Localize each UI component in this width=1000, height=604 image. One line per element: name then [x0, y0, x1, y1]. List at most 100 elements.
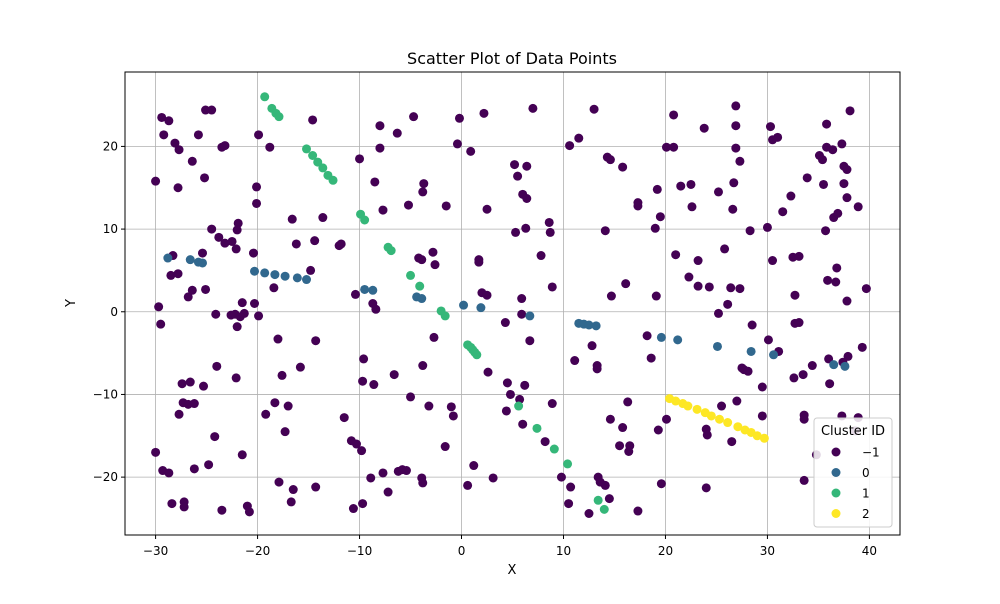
data-point — [604, 494, 614, 504]
data-point — [371, 304, 381, 314]
data-point — [237, 450, 247, 460]
data-point — [584, 509, 594, 519]
data-point — [706, 411, 716, 421]
data-point — [286, 497, 296, 507]
data-point — [540, 437, 550, 447]
data-point — [254, 130, 264, 140]
data-point — [292, 273, 302, 283]
data-point — [406, 392, 416, 402]
data-point — [821, 226, 831, 236]
data-point — [743, 366, 753, 376]
data-point — [348, 504, 358, 514]
data-point — [185, 377, 195, 387]
data-point — [154, 302, 164, 312]
data-point — [745, 226, 755, 236]
data-point — [328, 175, 338, 185]
data-point — [428, 247, 438, 257]
data-point — [669, 142, 679, 152]
data-point — [207, 105, 217, 115]
data-point — [723, 299, 733, 309]
data-point — [482, 290, 492, 300]
data-point — [358, 499, 368, 509]
data-point — [789, 373, 799, 383]
data-point — [501, 406, 511, 416]
data-point — [185, 255, 195, 265]
data-point — [828, 145, 838, 155]
data-point — [311, 336, 321, 346]
data-point — [231, 373, 241, 383]
data-point — [187, 285, 197, 295]
data-point — [177, 379, 187, 389]
data-point — [517, 294, 527, 304]
data-point — [653, 425, 663, 435]
data-point — [857, 342, 867, 352]
data-point — [713, 308, 723, 318]
data-point — [269, 283, 279, 293]
data-point — [295, 362, 305, 372]
legend: Cluster ID −1 0 1 2 — [813, 417, 893, 528]
data-point — [673, 335, 683, 345]
data-point — [403, 200, 413, 210]
data-point — [174, 145, 184, 155]
data-point — [768, 256, 778, 266]
data-point — [318, 163, 328, 173]
data-point — [727, 437, 737, 447]
data-point — [669, 110, 679, 120]
data-point — [592, 364, 602, 374]
x-tick-label: −20 — [245, 544, 270, 558]
data-point — [189, 464, 199, 474]
data-point — [693, 281, 703, 291]
data-point — [459, 300, 469, 310]
data-point — [401, 466, 411, 476]
data-point — [454, 113, 464, 123]
data-point — [261, 409, 271, 419]
data-point — [214, 232, 224, 242]
data-point — [684, 272, 694, 282]
data-point — [220, 238, 230, 248]
data-point — [265, 142, 275, 152]
data-point — [798, 370, 808, 380]
x-tick-label: 10 — [556, 544, 571, 558]
data-point — [440, 311, 450, 321]
data-point — [522, 193, 532, 203]
series-cluster-1 — [163, 253, 850, 371]
data-point — [505, 389, 515, 399]
data-point — [676, 181, 686, 191]
data-point — [762, 222, 772, 232]
y-tick-label: −10 — [93, 387, 118, 401]
data-point — [173, 269, 183, 279]
data-point — [565, 141, 575, 151]
data-point — [746, 346, 756, 356]
data-point — [807, 361, 817, 371]
data-point — [378, 468, 388, 478]
data-point — [528, 103, 538, 113]
data-point — [448, 411, 458, 421]
y-tick-label: 20 — [103, 139, 118, 153]
data-point — [731, 143, 741, 153]
data-point — [173, 183, 183, 193]
data-point — [227, 236, 237, 246]
data-point — [712, 341, 722, 351]
data-point — [308, 151, 318, 161]
data-point — [564, 499, 574, 509]
data-point — [287, 214, 297, 224]
data-point — [794, 251, 804, 261]
data-point — [818, 155, 827, 165]
data-point — [479, 108, 489, 118]
data-point — [469, 461, 479, 471]
data-point — [839, 179, 849, 189]
data-point — [687, 202, 697, 212]
y-axis-label: Y — [64, 299, 79, 308]
data-point — [389, 370, 399, 380]
data-point — [824, 354, 834, 364]
data-point — [536, 251, 546, 261]
data-point — [270, 270, 280, 280]
data-point — [360, 215, 370, 225]
data-point — [853, 202, 863, 212]
data-point — [350, 289, 360, 299]
data-point — [618, 423, 628, 433]
data-point — [311, 482, 321, 492]
legend-label: 2 — [862, 507, 870, 521]
data-point — [283, 401, 293, 411]
